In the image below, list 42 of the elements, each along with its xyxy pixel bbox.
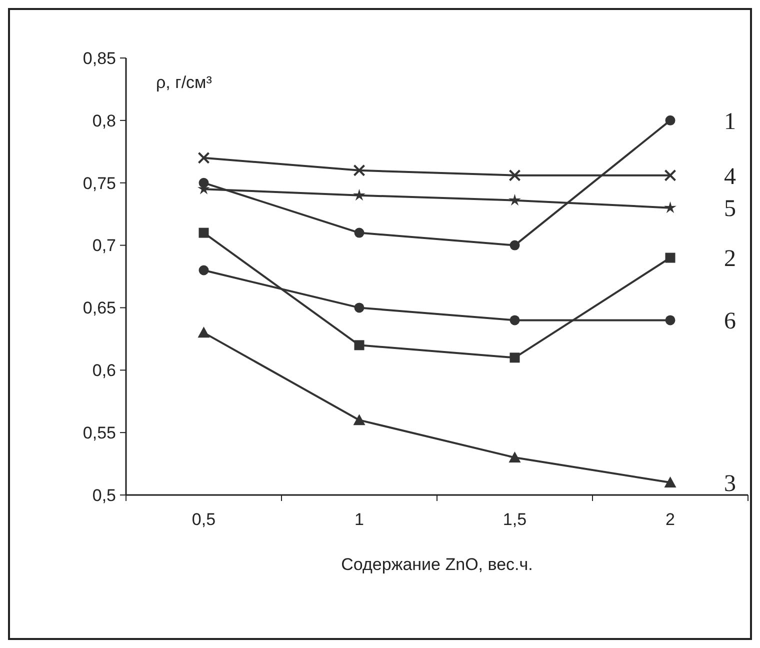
y-tick-label: 0,65 (82, 298, 116, 318)
point (354, 302, 364, 313)
point (665, 315, 676, 326)
point (198, 152, 210, 164)
point (353, 188, 366, 201)
text: 2 (724, 246, 736, 272)
point (664, 201, 676, 214)
y-tick-label: 0,85 (82, 48, 116, 68)
point (353, 164, 366, 176)
y-tick-label: 0,7 (92, 236, 116, 256)
point (508, 169, 521, 182)
point (508, 194, 521, 206)
x-tick-label: 1 (354, 510, 364, 529)
y-tick-label: 0,55 (82, 424, 116, 443)
point (198, 228, 209, 238)
series-label: 5 (724, 196, 736, 222)
y-tick-label: 0,8 (92, 111, 116, 130)
point (353, 414, 366, 426)
point (510, 352, 520, 363)
point (354, 340, 364, 350)
text: 6 (724, 308, 736, 335)
point (665, 252, 676, 263)
point (508, 452, 521, 463)
x-tick-label: 1,5 (502, 510, 527, 529)
point (665, 115, 676, 126)
point (198, 265, 209, 276)
point (664, 169, 676, 182)
point (198, 326, 210, 338)
x-axis-title: Содержание ZnO, вес.ч. (341, 555, 533, 574)
x-tick-label: 2 (666, 510, 675, 529)
point (510, 315, 520, 326)
y-axis-title: ρ, г/см³ (156, 73, 212, 92)
y-tick-label: 0,75 (82, 174, 116, 193)
text: 1 (724, 108, 736, 135)
point (354, 228, 364, 238)
series-label: 3 (724, 470, 736, 497)
point (664, 476, 676, 488)
x-tick-label: 0,5 (192, 510, 216, 529)
text: 4 (724, 164, 736, 190)
y-tick-label: 0,5 (92, 486, 116, 505)
y-tick-label: 0,6 (92, 361, 116, 380)
point (510, 240, 520, 250)
